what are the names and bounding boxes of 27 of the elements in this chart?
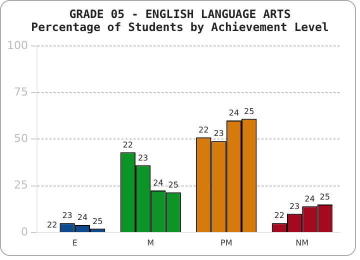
series-label: 25 — [92, 216, 103, 226]
text: 23 — [289, 202, 300, 211]
x-tick-label: M — [147, 238, 154, 248]
x-tick-label: E — [72, 238, 78, 248]
series-label: 22 — [198, 125, 209, 134]
text: 23 — [62, 211, 72, 220]
series-label: 23 — [138, 153, 148, 162]
chart-subtitle: Percentage of Students by Achievement Level — [30, 20, 330, 34]
y-tick-label: 50 — [14, 132, 28, 146]
text: 25 — [168, 180, 178, 190]
text: 22 — [274, 211, 284, 220]
y-tick-label: 0 — [20, 225, 28, 238]
text: 25 — [244, 106, 254, 116]
text: 24 — [304, 194, 315, 204]
series-label: 24 — [228, 108, 240, 118]
text: 22 — [47, 220, 58, 230]
chart-title: GRADE 05 - ENGLISH LANGUAGE ARTS — [68, 7, 292, 21]
y-tick-label: 75 — [14, 85, 28, 98]
y-tick-label: 100 — [6, 38, 28, 52]
text: 23 — [214, 129, 224, 138]
text: 22 — [122, 140, 133, 150]
x-tick-label: NM — [296, 238, 309, 248]
text: 24 — [77, 213, 88, 222]
y-tick-label: 25 — [14, 178, 28, 192]
x-tick-label: PM — [220, 238, 232, 248]
text: 24 — [153, 178, 164, 188]
text: 25 — [320, 192, 330, 202]
